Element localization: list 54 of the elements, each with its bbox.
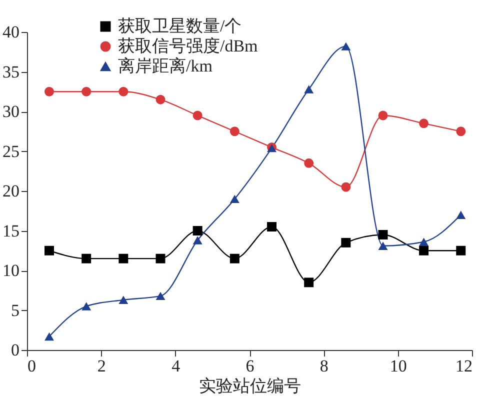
x-tick-label: 4 xyxy=(172,356,181,376)
point xyxy=(456,126,466,136)
point xyxy=(44,86,54,96)
x-tick-label: 8 xyxy=(320,356,328,376)
point xyxy=(378,110,388,120)
x-tick-label: 6 xyxy=(246,356,254,376)
legend-label: 获取信号强度/dBm xyxy=(118,36,258,56)
point xyxy=(378,230,388,240)
y-tick-label: 20 xyxy=(2,182,20,200)
point xyxy=(118,254,128,264)
point xyxy=(230,254,240,264)
point xyxy=(156,94,166,104)
point xyxy=(341,238,351,248)
point xyxy=(419,118,429,128)
x-tick-label: 0 xyxy=(28,356,36,376)
point xyxy=(419,246,429,256)
point xyxy=(44,246,54,256)
x-tick-label: 2 xyxy=(97,356,106,376)
point xyxy=(156,292,166,300)
point xyxy=(456,210,466,219)
point xyxy=(378,242,388,250)
y-tick-label: 5 xyxy=(11,300,20,320)
point xyxy=(44,332,54,341)
y-tick-label: 25 xyxy=(2,142,20,161)
point xyxy=(82,86,92,96)
point xyxy=(156,254,166,264)
y-tick-label: 40 xyxy=(2,22,20,42)
point xyxy=(304,158,314,168)
point xyxy=(192,236,202,244)
point xyxy=(82,302,92,310)
point xyxy=(230,194,240,204)
point xyxy=(192,110,202,120)
point xyxy=(267,222,276,232)
point xyxy=(419,238,429,246)
point xyxy=(82,254,92,264)
y-tick-label: 0 xyxy=(11,340,20,360)
point xyxy=(304,85,314,94)
legend-label: 获取卫星数量/个 xyxy=(118,16,242,36)
point xyxy=(341,182,351,192)
point xyxy=(192,226,202,236)
y-tick-label: 30 xyxy=(2,102,20,121)
x-axis-title: 实验站位编号 xyxy=(199,376,301,396)
x-tick-label: 10 xyxy=(390,356,407,376)
y-tick-label: 35 xyxy=(2,62,20,82)
point xyxy=(118,86,128,96)
point xyxy=(304,278,314,288)
y-tick-label: 15 xyxy=(2,221,20,240)
point xyxy=(230,126,240,136)
y-tick-label: 10 xyxy=(2,261,20,280)
point xyxy=(341,42,351,50)
point xyxy=(118,296,128,304)
legend-label: 离岸距离/km xyxy=(118,56,212,76)
x-tick-label: 12 xyxy=(456,356,472,376)
point xyxy=(456,246,466,256)
